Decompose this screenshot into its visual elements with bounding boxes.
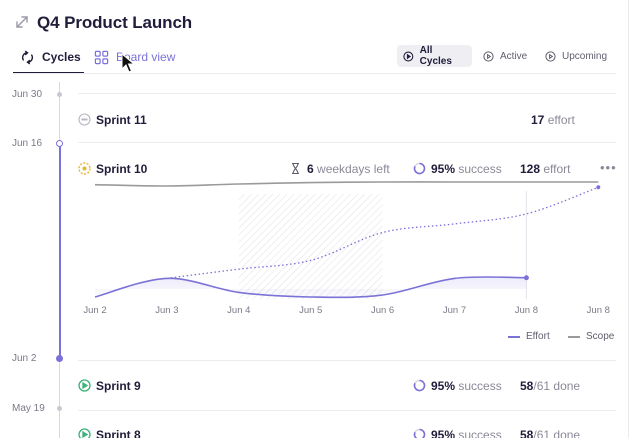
filter-active-label: Active	[500, 50, 528, 62]
timeline-line	[59, 362, 60, 438]
play-circle-icon	[403, 51, 414, 61]
row-divider	[78, 93, 616, 94]
row-divider	[78, 360, 616, 361]
timeline-active-segment	[59, 146, 61, 358]
filter-upcoming-label: Upcoming	[562, 50, 608, 62]
legend-label: Scope	[586, 331, 615, 342]
legend-item-effort: Effort	[508, 331, 550, 342]
more-options-button[interactable]: •••	[600, 160, 617, 175]
success-value: 95%	[431, 162, 456, 176]
x-tick-label: Jun 8	[587, 305, 610, 316]
effort-series-line	[94, 276, 527, 299]
effort-label: effort	[547, 113, 575, 127]
upcoming-status-icon	[78, 113, 91, 126]
tabs-divider	[13, 73, 616, 74]
grid-icon	[94, 50, 109, 64]
success-value: 95%	[431, 379, 456, 393]
sprint-name[interactable]: Sprint 10	[96, 162, 148, 176]
effort-endpoint	[523, 275, 529, 281]
success-label: success	[458, 428, 502, 438]
tab-cycles-label: Cycles	[42, 50, 81, 64]
projection-endpoint	[596, 185, 601, 190]
done-count: 58/61 done	[520, 379, 580, 393]
tab-board-view[interactable]: Board view	[94, 40, 184, 74]
done-count: 58/61 done	[520, 428, 580, 438]
success-rate: 95% success	[431, 379, 502, 393]
success-label: success	[458, 162, 502, 176]
tab-board-view-label: Board view	[116, 50, 176, 64]
x-tick-label: Jun 5	[299, 305, 322, 316]
progress-ring-icon	[413, 162, 426, 175]
hourglass-icon	[292, 162, 299, 175]
x-tick-label: Jun 2	[83, 305, 106, 316]
done-value: 58	[520, 379, 534, 393]
filter-upcoming[interactable]: Upcoming	[539, 45, 615, 67]
timeline-date: Jun 2	[12, 353, 37, 364]
success-label: success	[458, 379, 502, 393]
page-title: Q4 Product Launch	[37, 13, 193, 32]
success-rate: 95% success	[431, 162, 502, 176]
highlight-range	[238, 194, 383, 299]
timeline-dot	[57, 406, 62, 411]
timeline-date: Jun 16	[12, 138, 43, 149]
sprint-effort: 128 effort	[520, 162, 571, 176]
cycles-icon	[22, 50, 33, 64]
x-tick-label: Jun 6	[371, 305, 394, 316]
effort-series-line-projection	[166, 186, 599, 280]
timeline-dot	[57, 92, 62, 97]
mouse-cursor-icon	[121, 53, 135, 73]
effort-area	[95, 276, 527, 298]
done-total: /61	[533, 379, 551, 393]
effort-value: 17	[531, 113, 545, 127]
timeline-dot-current	[56, 140, 63, 147]
x-tick-label: Jun 8	[515, 305, 538, 316]
expand-arrows-icon[interactable]	[14, 14, 30, 30]
progress-ring-icon	[413, 428, 426, 438]
done-label: done	[553, 428, 581, 438]
active-status-icon	[78, 162, 91, 175]
sprint-name[interactable]: Sprint 9	[96, 379, 141, 393]
row-divider	[78, 410, 616, 411]
play-circle-icon	[545, 50, 556, 62]
done-status-icon	[78, 379, 91, 392]
sprint-effort: 17 effort	[531, 113, 575, 127]
sprint-name[interactable]: Sprint 8	[96, 428, 141, 438]
filter-all-cycles-label: All Cycles	[419, 45, 452, 67]
effort-swatch	[508, 335, 520, 338]
success-rate: 95% success	[431, 428, 502, 438]
timeline-line	[59, 82, 60, 140]
play-circle-icon	[483, 50, 494, 62]
timeline-date: Jun 30	[12, 89, 43, 100]
tab-cycles[interactable]: Cycles	[13, 40, 84, 74]
row-divider	[78, 142, 616, 143]
done-status-icon	[78, 428, 91, 438]
x-tick-label: Jun 4	[227, 305, 250, 316]
filter-active[interactable]: Active	[477, 45, 537, 67]
timeline-date: May 19	[12, 403, 45, 414]
legend-label: Effort	[526, 331, 550, 342]
sprint-name[interactable]: Sprint 11	[96, 113, 147, 127]
timeline-dot-current	[56, 355, 63, 362]
x-tick-label: Jun 3	[155, 305, 178, 316]
effort-label: effort	[543, 162, 571, 176]
progress-ring-icon	[413, 379, 426, 392]
effort-value: 128	[520, 162, 541, 176]
done-value: 58	[520, 428, 534, 438]
legend-item-scope: Scope	[568, 331, 614, 342]
scope-swatch	[568, 335, 580, 338]
done-total: /61	[533, 428, 551, 438]
done-label: done	[553, 379, 581, 393]
days-left-value: 6	[307, 162, 314, 176]
days-left: 6 weekdays left	[307, 162, 390, 176]
scope-series-line	[94, 181, 599, 187]
x-tick-label: Jun 7	[443, 305, 466, 316]
days-left-label: weekdays left	[317, 162, 390, 176]
filter-all-cycles[interactable]: All Cycles	[397, 45, 472, 67]
success-value: 95%	[431, 428, 456, 438]
